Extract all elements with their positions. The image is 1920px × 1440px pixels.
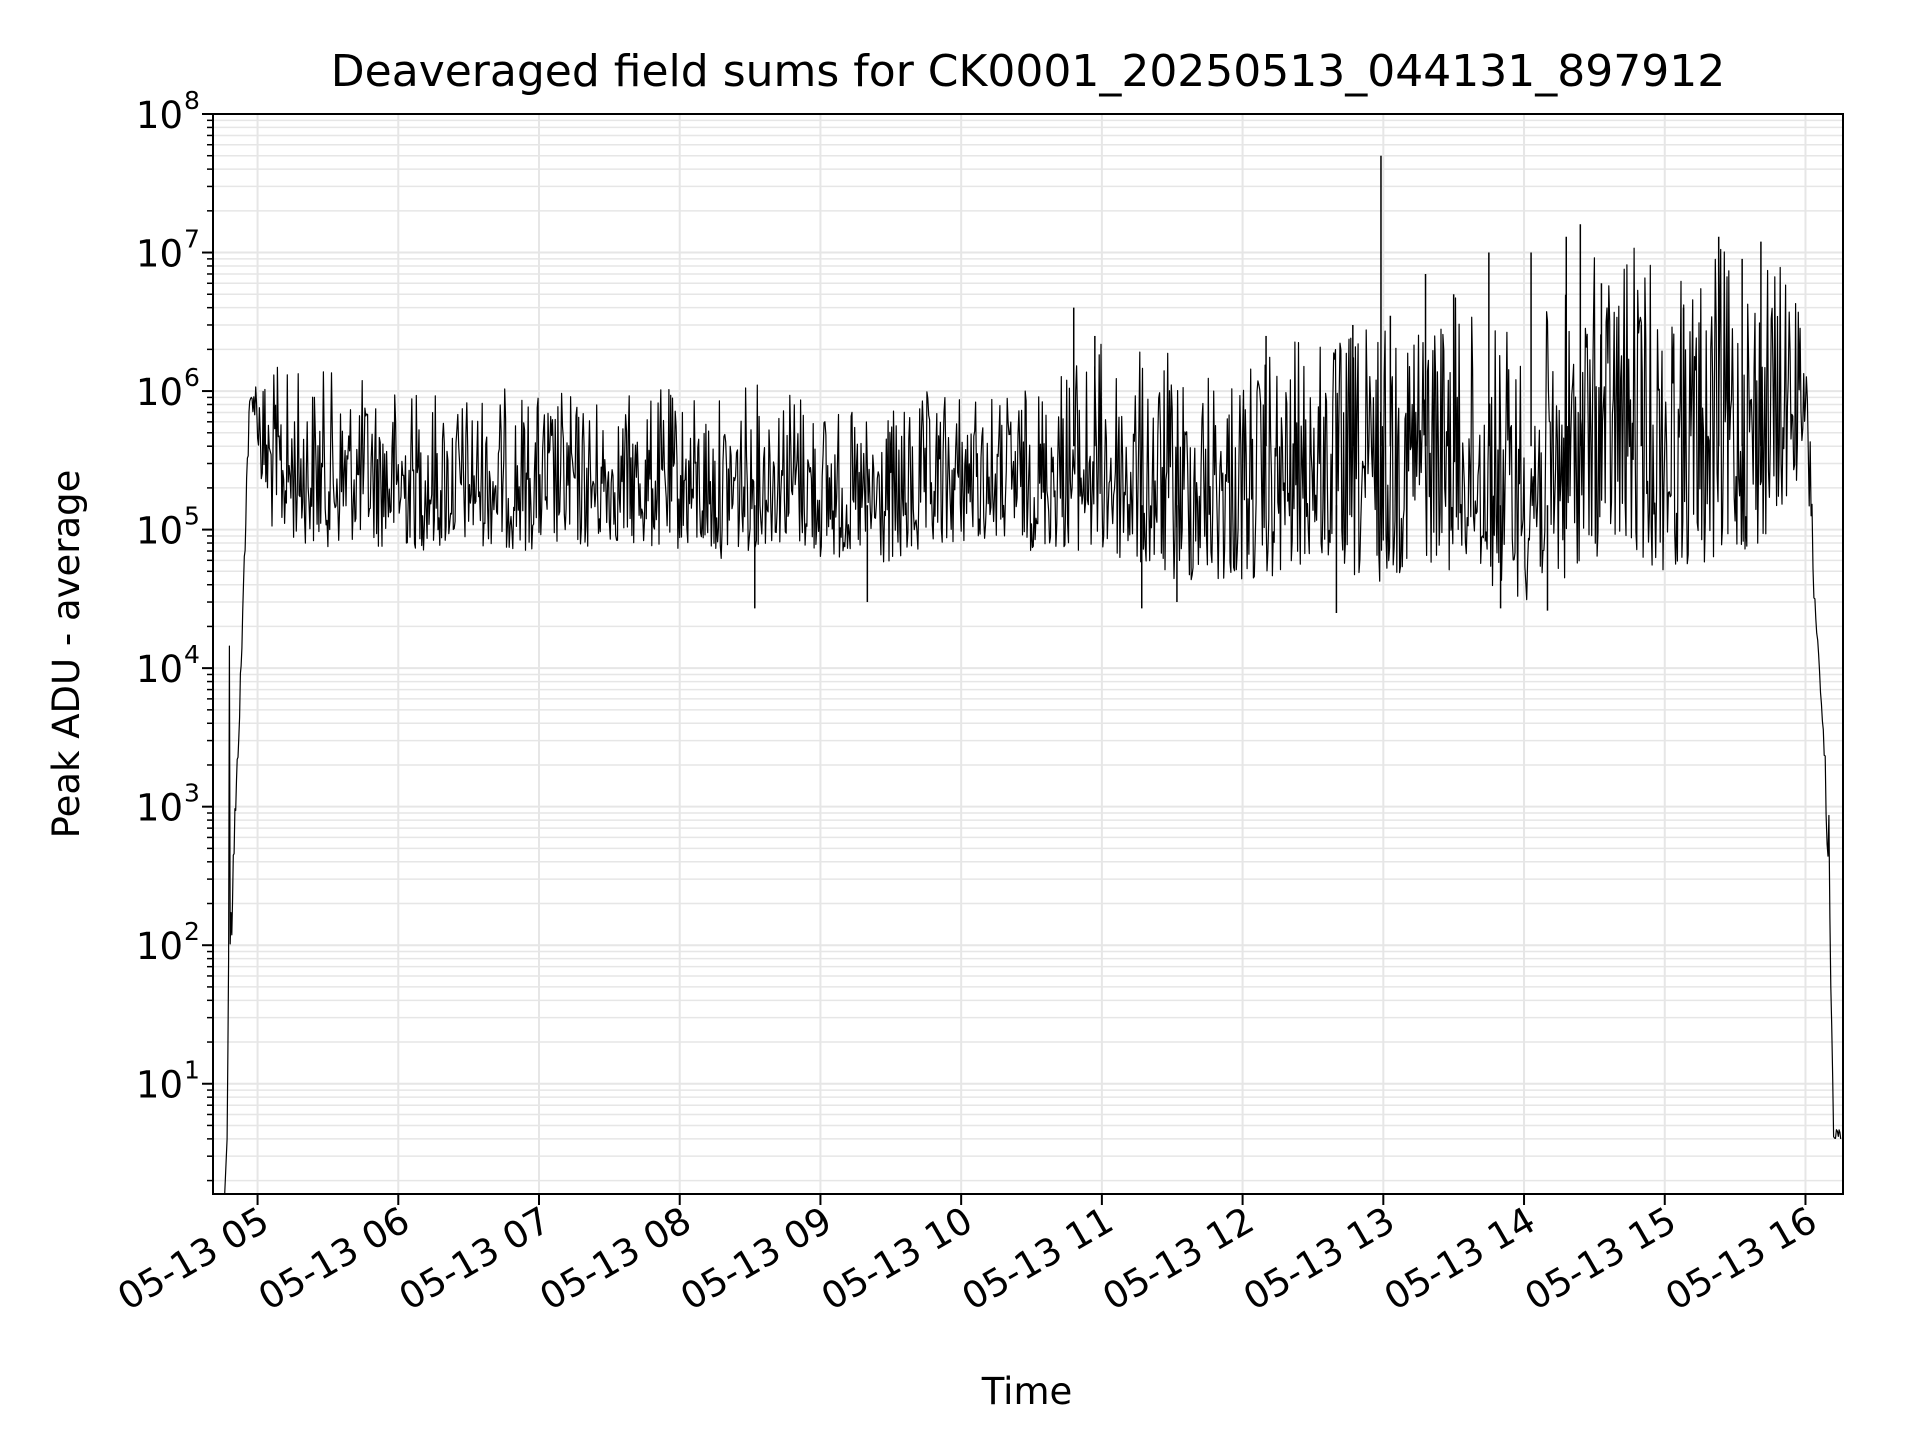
x-tick-label: 05-13 09 — [673, 1199, 839, 1319]
y-tick-exponent: 5 — [184, 502, 200, 531]
y-tick-label: 10 — [136, 94, 183, 137]
x-tick-label: 05-13 16 — [1658, 1199, 1824, 1319]
plot-frame — [212, 113, 1844, 1195]
grid — [213, 113, 1843, 1194]
y-tick-exponent: 8 — [184, 86, 200, 115]
x-tick-label: 05-13 12 — [1096, 1199, 1262, 1319]
y-tick-label: 10 — [136, 371, 183, 414]
x-tick-label: 05-13 06 — [251, 1199, 417, 1319]
y-tick-label: 10 — [136, 648, 183, 691]
chart-title: Deaveraged field sums for CK0001_2025051… — [331, 46, 1725, 97]
series-path — [224, 247, 1842, 1195]
series-line — [224, 155, 1842, 1195]
x-tick-label: 05-13 10 — [814, 1199, 980, 1319]
y-tick-exponent: 2 — [184, 917, 200, 946]
y-tick-label: 10 — [136, 233, 183, 276]
y-tick-exponent: 1 — [184, 1056, 200, 1085]
x-tick-label: 05-13 11 — [955, 1199, 1121, 1319]
x-axis-label: Time — [981, 1370, 1073, 1413]
x-tick-label: 05-13 05 — [110, 1199, 276, 1319]
x-tick-label: 05-13 15 — [1518, 1199, 1684, 1319]
y-tick-exponent: 4 — [184, 640, 200, 669]
x-tick-label: 05-13 13 — [1236, 1199, 1402, 1319]
y-tick-label: 10 — [136, 787, 183, 830]
y-tick-exponent: 3 — [184, 779, 200, 808]
y-tick-label: 10 — [136, 925, 183, 968]
x-tick-label: 05-13 08 — [533, 1199, 699, 1319]
y-tick-label: 10 — [136, 510, 183, 553]
y-tick-label: 10 — [136, 1064, 183, 1107]
y-tick-exponent: 7 — [184, 225, 200, 254]
x-tick-label: 05-13 14 — [1377, 1199, 1543, 1319]
x-tick-label: 05-13 07 — [392, 1199, 558, 1319]
y-tick-exponent: 6 — [184, 363, 200, 392]
y-axis-label: Peak ADU - average — [45, 470, 88, 839]
